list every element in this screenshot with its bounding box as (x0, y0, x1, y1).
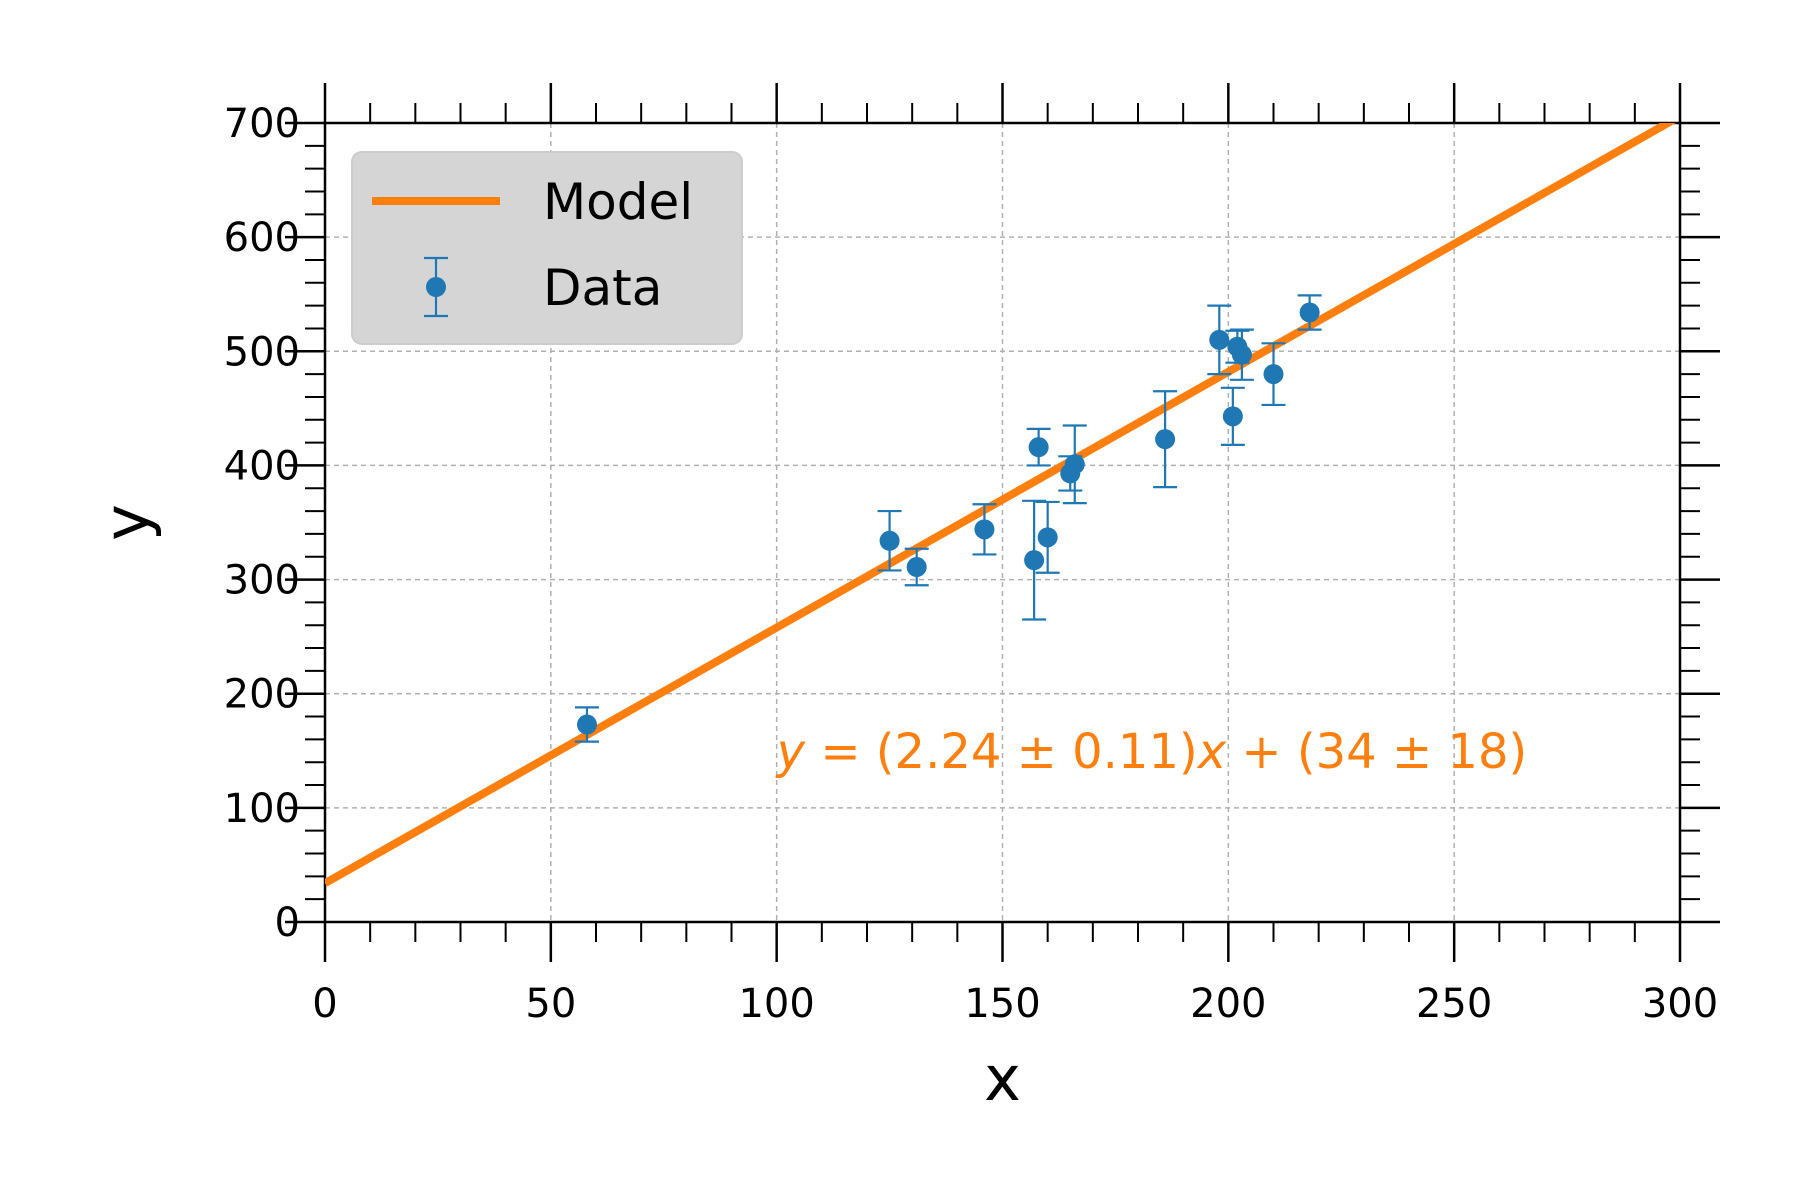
data-marker (1231, 344, 1252, 365)
y-tick-label: 0 (275, 900, 300, 946)
data-point (877, 509, 902, 572)
legend-model-label: Model (543, 173, 693, 231)
plot-frame (323, 121, 1682, 924)
data-point (1022, 499, 1047, 621)
y-tick-label: 500 (224, 329, 300, 375)
data-marker (906, 557, 927, 578)
data-point (1035, 500, 1060, 574)
tick-labels: 0 50 100 150 200 250 300 0 100 200 300 400 500 600 700 (224, 101, 1719, 1027)
data-marker (1064, 454, 1085, 475)
data-point (1229, 328, 1254, 381)
data-marker (1028, 437, 1049, 458)
data-marker (1024, 550, 1045, 571)
y-tick-label: 700 (224, 101, 300, 147)
data-marker (879, 530, 900, 551)
annotation-part: y (775, 724, 806, 780)
fit-equation-annotation: y = (2.24 ± 0.11)x + (34 ± 18) (775, 724, 1528, 780)
data-point (972, 503, 997, 556)
x-tick-label: 100 (738, 981, 814, 1027)
x-tick-label: 150 (964, 981, 1040, 1027)
data-marker (576, 714, 597, 735)
annotation-part: = (2.24 ± 0.11) (805, 724, 1198, 780)
y-tick-label: 100 (224, 786, 300, 832)
y-tick-label: 200 (224, 672, 300, 718)
data-marker (1037, 527, 1058, 548)
x-tick-label: 0 (312, 981, 337, 1027)
legend: Model Data (351, 151, 743, 345)
x-tick-label: 50 (525, 981, 576, 1027)
data-point (1153, 390, 1178, 489)
data-marker (1222, 406, 1243, 427)
model-line (325, 123, 1677, 887)
annotation-part: x (1196, 724, 1227, 780)
data-point (574, 706, 599, 743)
data-point (1207, 304, 1232, 376)
data-marker (1209, 329, 1230, 350)
data-marker (1263, 364, 1284, 385)
y-tick-label: 300 (224, 558, 300, 604)
y-axis-label: y (90, 504, 163, 541)
y-tick-label: 600 (224, 215, 300, 261)
y-tick-label: 400 (224, 443, 300, 489)
data-marker (974, 519, 995, 540)
annotation-part: + (34 ± 18) (1226, 724, 1527, 780)
x-tick-label: 300 (1642, 981, 1718, 1027)
data-point (904, 547, 929, 587)
data-point (1261, 342, 1286, 407)
data-point (1220, 386, 1245, 446)
data-point (1062, 424, 1087, 505)
data-marker (1155, 429, 1176, 450)
legend-data-label: Data (543, 259, 662, 317)
data-point (1297, 294, 1322, 331)
x-axis-label: x (984, 1042, 1021, 1115)
data-marker (1299, 302, 1320, 323)
data-point (1026, 427, 1051, 467)
x-tick-label: 250 (1416, 981, 1492, 1027)
legend-data-marker (426, 277, 446, 297)
gridlines (325, 123, 1680, 922)
x-tick-label: 200 (1190, 981, 1266, 1027)
series (325, 123, 1677, 887)
axis-ticks (285, 83, 1720, 962)
